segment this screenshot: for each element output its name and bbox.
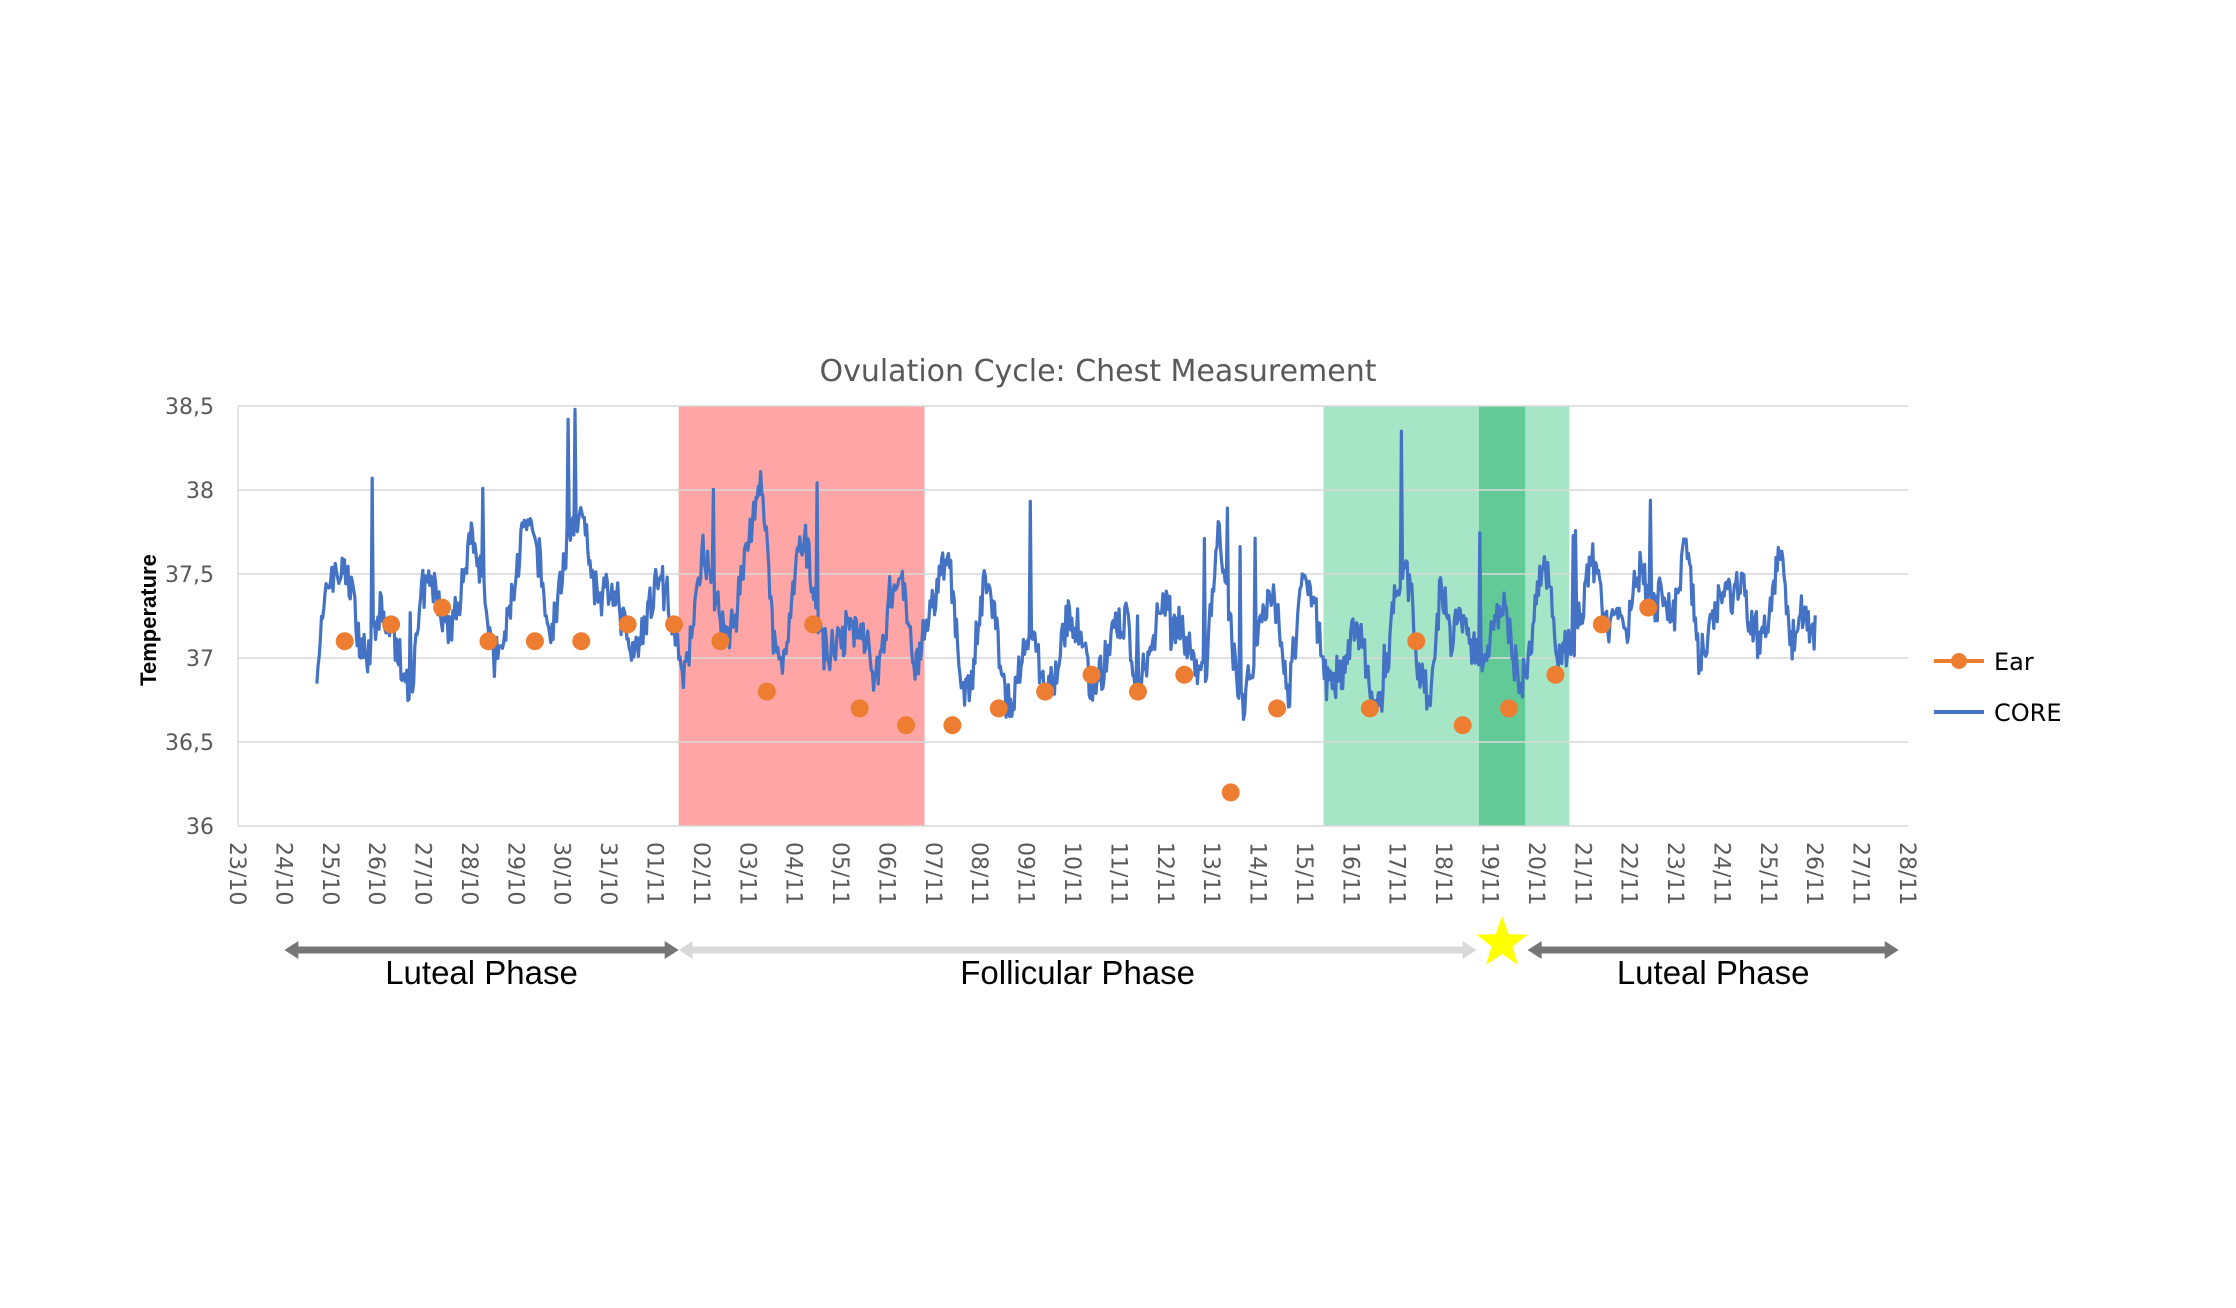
x-tick-label: 25/10 <box>317 842 342 905</box>
x-tick-label: 03/11 <box>734 842 759 905</box>
x-tick-label: 12/11 <box>1152 842 1177 905</box>
phase-label: Follicular Phase <box>960 954 1195 991</box>
shaded-region-fertile_band <box>1525 406 1570 826</box>
ear-point <box>665 615 684 634</box>
x-tick-label: 19/11 <box>1477 842 1502 905</box>
x-tick-label: 14/11 <box>1245 842 1270 905</box>
x-tick-label: 27/10 <box>410 842 435 905</box>
x-tick-label: 04/11 <box>781 842 806 905</box>
ear-point <box>711 632 730 651</box>
ear-point <box>1500 699 1519 718</box>
legend: Ear CORE <box>1934 648 2062 727</box>
ear-point <box>897 716 915 735</box>
x-tick-label: 02/11 <box>688 842 713 905</box>
ear-point <box>1128 682 1147 701</box>
x-tick-label: 16/11 <box>1337 842 1362 905</box>
ear-point <box>1221 783 1240 802</box>
y-tick-label: 37,5 <box>165 563 214 588</box>
ear-point <box>382 615 401 634</box>
x-tick-label: 20/11 <box>1523 842 1548 905</box>
phase-annotations: Luteal Phase Follicular Phase Luteal Phase <box>284 916 1899 991</box>
phase-label: Luteal Phase <box>385 954 578 991</box>
ear-point <box>1592 615 1611 634</box>
ear-point <box>1036 682 1055 701</box>
x-tick-label: 29/10 <box>502 842 527 905</box>
ear-point <box>1268 699 1287 718</box>
x-tick-label: 26/10 <box>363 842 388 905</box>
x-tick-label: 10/11 <box>1059 842 1084 905</box>
ear-point <box>335 632 354 651</box>
ear-point <box>989 699 1008 718</box>
y-axis-label: Temperature <box>136 554 161 686</box>
x-tick-label: 24/10 <box>270 842 295 905</box>
x-tick-label: 22/11 <box>1616 842 1641 905</box>
x-tick-label: 23/11 <box>1662 842 1687 905</box>
ear-point <box>618 615 637 634</box>
phase-label: Luteal Phase <box>1617 954 1810 991</box>
y-tick-label: 36,5 <box>165 731 214 756</box>
y-axis-ticks: 36 36,5 37 37,5 38 38,5 <box>165 395 214 840</box>
core-line <box>315 407 1817 722</box>
x-tick-label: 28/10 <box>456 842 481 905</box>
x-tick-label: 28/11 <box>1894 842 1919 905</box>
x-axis-ticks: 23/10 24/10 25/10 26/10 27/10 28/10 29/10 30/10… <box>224 842 1919 905</box>
ear-point <box>479 632 498 651</box>
x-tick-label: 06/11 <box>873 842 898 905</box>
series-core <box>315 407 1817 722</box>
x-tick-label: 18/11 <box>1430 842 1455 905</box>
y-tick-label: 38 <box>186 479 214 504</box>
x-tick-label: 23/10 <box>224 842 249 905</box>
x-tick-label: 15/11 <box>1291 842 1316 905</box>
ear-point <box>850 699 869 718</box>
x-tick-label: 09/11 <box>1013 842 1038 905</box>
legend-ear-label: Ear <box>1994 648 2034 676</box>
x-tick-label: 25/11 <box>1755 842 1780 905</box>
shaded-regions <box>678 406 1570 826</box>
x-tick-label: 13/11 <box>1198 842 1223 905</box>
gridlines <box>237 405 1908 827</box>
x-tick-label: 27/11 <box>1848 842 1873 905</box>
phase-arrow-head-left <box>284 941 299 959</box>
x-tick-label: 07/11 <box>920 842 945 905</box>
series-ear <box>335 598 1658 802</box>
x-tick-label: 17/11 <box>1384 842 1409 905</box>
ear-point <box>572 632 591 651</box>
ear-point <box>1546 665 1565 684</box>
star-icon <box>1476 916 1528 965</box>
phase-arrow-head-right <box>1884 941 1899 959</box>
y-tick-label: 38,5 <box>165 395 214 420</box>
ear-point <box>433 598 452 617</box>
x-tick-label: 08/11 <box>966 842 991 905</box>
ear-point <box>525 632 544 651</box>
x-tick-label: 31/10 <box>595 842 620 905</box>
phase-arrow-head-right <box>1462 941 1477 959</box>
ear-point <box>1639 598 1658 617</box>
phase-arrow-head-right <box>664 941 679 959</box>
x-tick-label: 30/10 <box>549 842 574 905</box>
x-tick-label: 01/11 <box>642 842 667 905</box>
x-tick-label: 11/11 <box>1105 842 1130 905</box>
ear-point <box>804 615 823 634</box>
y-tick-label: 36 <box>186 815 214 840</box>
y-tick-label: 37 <box>186 647 214 672</box>
x-tick-label: 21/11 <box>1569 842 1594 905</box>
phase-arrow-head-left <box>678 941 693 959</box>
legend-ear-marker <box>1951 653 1967 669</box>
phase-arrow-head-left <box>1527 941 1542 959</box>
legend-core-label: CORE <box>1994 699 2062 727</box>
ear-point <box>1360 699 1379 718</box>
x-tick-label: 26/11 <box>1801 842 1826 905</box>
ear-point <box>1082 665 1101 684</box>
x-tick-label: 24/11 <box>1708 842 1733 905</box>
ear-point <box>757 682 776 701</box>
chart-title: Ovulation Cycle: Chest Measurement <box>819 354 1376 389</box>
ear-point <box>1453 716 1472 735</box>
ear-point <box>1407 632 1426 651</box>
x-tick-label: 05/11 <box>827 842 852 905</box>
ear-point <box>1175 665 1194 684</box>
ear-point <box>943 716 962 735</box>
